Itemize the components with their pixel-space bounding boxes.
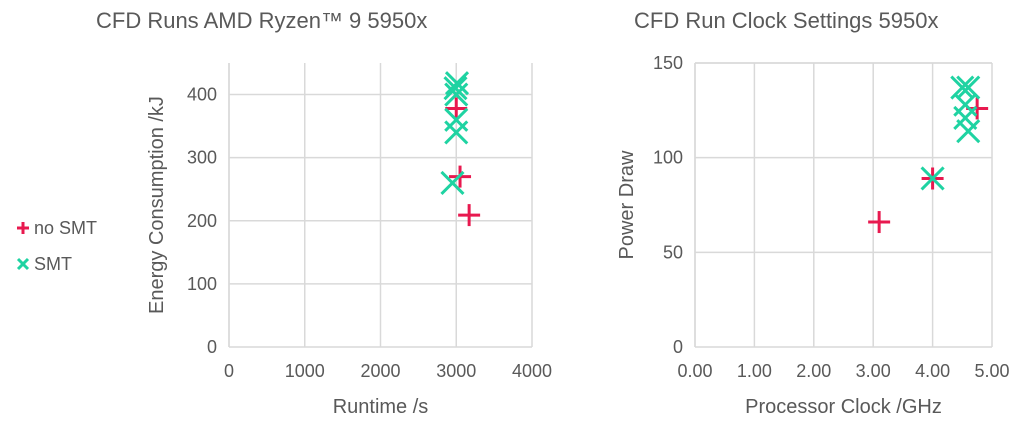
y-axis-label: Power Draw	[616, 150, 638, 259]
legend: no SMT SMT	[16, 210, 97, 282]
x-data-point	[920, 166, 945, 191]
x-tick-label: 2000	[360, 361, 400, 381]
y-tick-label: 0	[673, 337, 683, 357]
x-marker-icon	[16, 257, 30, 271]
plus-marker-icon	[17, 222, 29, 234]
x-data-point	[440, 170, 465, 195]
y-tick-label: 400	[187, 85, 217, 105]
chart-title-clock: CFD Run Clock Settings 5950x	[634, 8, 939, 33]
plus-data-point	[868, 211, 891, 234]
plus-data-point	[445, 97, 468, 120]
x-tick-label: 3.00	[856, 361, 891, 381]
y-tick-label: 50	[663, 242, 683, 262]
y-tick-label: 100	[187, 274, 217, 294]
x-data-point	[444, 82, 469, 107]
y-tick-label: 150	[653, 53, 683, 73]
y-tick-label: 200	[187, 211, 217, 231]
legend-item-smt[interactable]: SMT	[16, 246, 97, 282]
x-tick-label: 0.00	[677, 361, 712, 381]
x-tick-label: 1.00	[737, 361, 772, 381]
x-data-point	[953, 92, 978, 117]
x-tick-label: 2.00	[796, 361, 831, 381]
chart-title-energy: CFD Runs AMD Ryzen™ 9 5950x	[96, 8, 428, 33]
y-axis-label: Energy Consumption /kJ	[146, 96, 168, 314]
x-tick-label: 4000	[512, 361, 552, 381]
x-tick-label: 1000	[285, 361, 325, 381]
x-data-point	[444, 71, 470, 96]
x-tick-label: 4.00	[915, 361, 950, 381]
x-data-point	[443, 76, 468, 101]
x-data-point	[956, 119, 981, 144]
legend-item-no-smt[interactable]: no SMT	[16, 210, 97, 246]
x-tick-label: 0	[224, 361, 234, 381]
x-tick-label: 3000	[436, 361, 476, 381]
y-tick-label: 0	[207, 337, 217, 357]
x-data-point	[444, 120, 469, 145]
x-axis-label: Runtime /s	[333, 396, 429, 418]
x-axis-label: Processor Clock /GHz	[745, 396, 942, 418]
x-tick-label: 5.00	[974, 361, 1009, 381]
y-tick-label: 300	[187, 148, 217, 168]
legend-label-no-smt: no SMT	[34, 217, 98, 238]
legend-label-smt: SMT	[34, 253, 72, 274]
y-tick-label: 100	[653, 148, 683, 168]
plus-data-point	[458, 204, 481, 227]
